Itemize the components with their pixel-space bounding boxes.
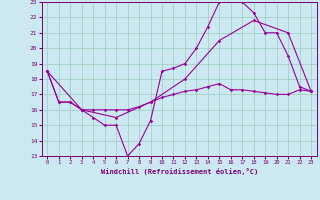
- X-axis label: Windchill (Refroidissement éolien,°C): Windchill (Refroidissement éolien,°C): [100, 168, 258, 175]
